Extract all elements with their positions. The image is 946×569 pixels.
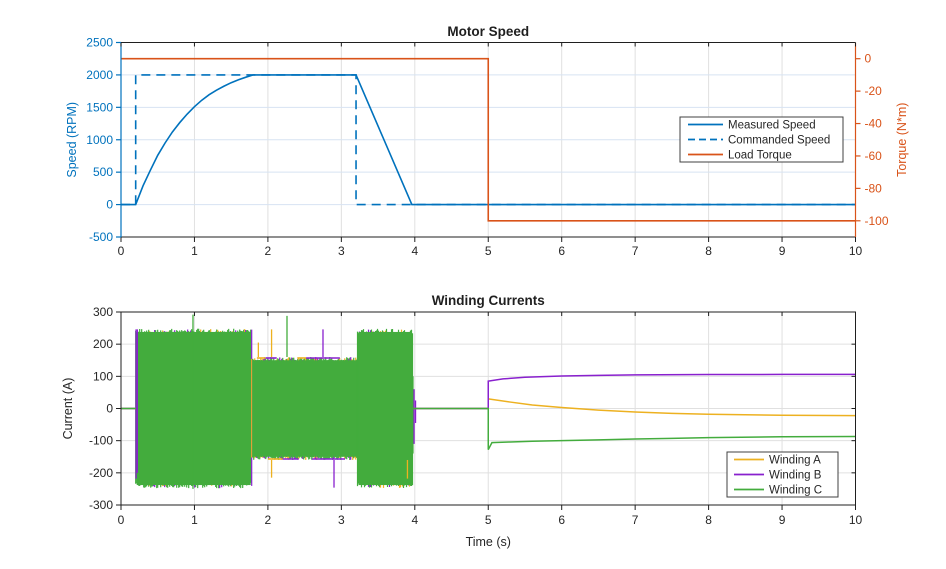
legend-label: Winding C — [769, 485, 822, 497]
left-tick-label: 0 — [106, 198, 113, 212]
left-tick-label: 2500 — [86, 36, 113, 50]
x-tick-label: 6 — [558, 513, 565, 527]
winding-currents-legend: Winding A Winding B Winding C — [726, 451, 839, 498]
x-tick-label: 1 — [191, 513, 198, 527]
x-tick-label: 5 — [485, 244, 492, 258]
left-tick-label: 1500 — [86, 100, 113, 114]
motor-speed-legend: Measured Speed Commanded Speed Load Torque — [679, 116, 844, 163]
winding-currents-title: Winding Currents — [432, 293, 545, 308]
x-tick-label: 7 — [632, 513, 639, 527]
y-tick-label: -200 — [89, 466, 113, 480]
y-tick-label: -100 — [89, 434, 113, 448]
legend-label: Measured Speed — [728, 120, 816, 132]
current-axis-label: Current (A) — [61, 378, 75, 440]
x-tick-label: 8 — [705, 513, 712, 527]
x-tick-label: 3 — [338, 513, 345, 527]
legend-label: Commanded Speed — [728, 135, 830, 147]
x-tick-label: 4 — [411, 513, 418, 527]
motor-speed-plot: 0 1 2 3 4 5 6 7 8 9 10 -500 0 500 1000 1500 2000 2500 -100… — [65, 24, 909, 258]
winding-c-line — [121, 407, 856, 451]
torque-axis-label: Torque (N*m) — [895, 103, 909, 177]
y-tick-label: 0 — [106, 402, 113, 416]
commanded-speed-line — [121, 74, 856, 206]
left-tick-label: -500 — [89, 230, 113, 244]
legend-label: Load Torque — [728, 150, 792, 162]
load-torque-line — [121, 57, 856, 222]
x-tick-label: 1 — [191, 244, 198, 258]
pwm-band-core — [252, 360, 357, 457]
left-tick-label: 1000 — [86, 133, 113, 147]
x-tick-label: 10 — [849, 244, 863, 258]
x-tick-label: 0 — [118, 244, 125, 258]
motor-speed-title: Motor Speed — [447, 24, 529, 39]
right-tick-label: -20 — [865, 84, 883, 98]
x-tick-label: 6 — [558, 244, 565, 258]
right-tick-label: -60 — [865, 149, 883, 163]
y-tick-label: 100 — [93, 369, 113, 383]
legend-label: Winding B — [769, 470, 822, 482]
winding-currents-axes: 0 1 2 3 4 5 6 7 8 9 10 -300 -200 -100 0 100 200 300 — [89, 305, 863, 527]
speed-axis-label: Speed (RPM) — [65, 102, 79, 178]
right-tick-label: 0 — [865, 52, 872, 66]
x-tick-label: 0 — [118, 513, 125, 527]
left-tick-label: 2000 — [86, 68, 113, 82]
y-tick-label: 300 — [93, 305, 113, 319]
pwm-band-core — [136, 331, 251, 486]
legend-label: Winding A — [769, 455, 821, 467]
left-tick-label: 500 — [93, 165, 113, 179]
winding-current-series — [121, 373, 856, 451]
motor-speed-series — [121, 57, 856, 222]
right-tick-label: -40 — [865, 117, 883, 131]
x-tick-label: 7 — [632, 244, 639, 258]
x-tick-label: 2 — [265, 244, 272, 258]
pwm-band-region — [135, 314, 417, 489]
time-axis-label: Time (s) — [466, 535, 511, 549]
x-tick-label: 4 — [411, 244, 418, 258]
right-tick-label: -100 — [865, 214, 889, 228]
x-tick-label: 9 — [779, 244, 786, 258]
x-tick-label: 10 — [849, 513, 863, 527]
y-tick-label: -300 — [89, 498, 113, 512]
y-tick-label: 200 — [93, 337, 113, 351]
pwm-band-core — [358, 331, 412, 486]
x-tick-label: 5 — [485, 513, 492, 527]
x-tick-label: 3 — [338, 244, 345, 258]
x-tick-label: 2 — [265, 513, 272, 527]
x-tick-label: 8 — [705, 244, 712, 258]
x-tick-label: 9 — [779, 513, 786, 527]
winding-currents-plot: 0 1 2 3 4 5 6 7 8 9 10 -300 -200 -100 0 100 200 300 Windin… — [61, 293, 862, 549]
motor-speed-axes: 0 1 2 3 4 5 6 7 8 9 10 -500 0 500 1000 1500 2000 2500 -100… — [86, 36, 889, 259]
right-tick-label: -80 — [865, 181, 883, 195]
